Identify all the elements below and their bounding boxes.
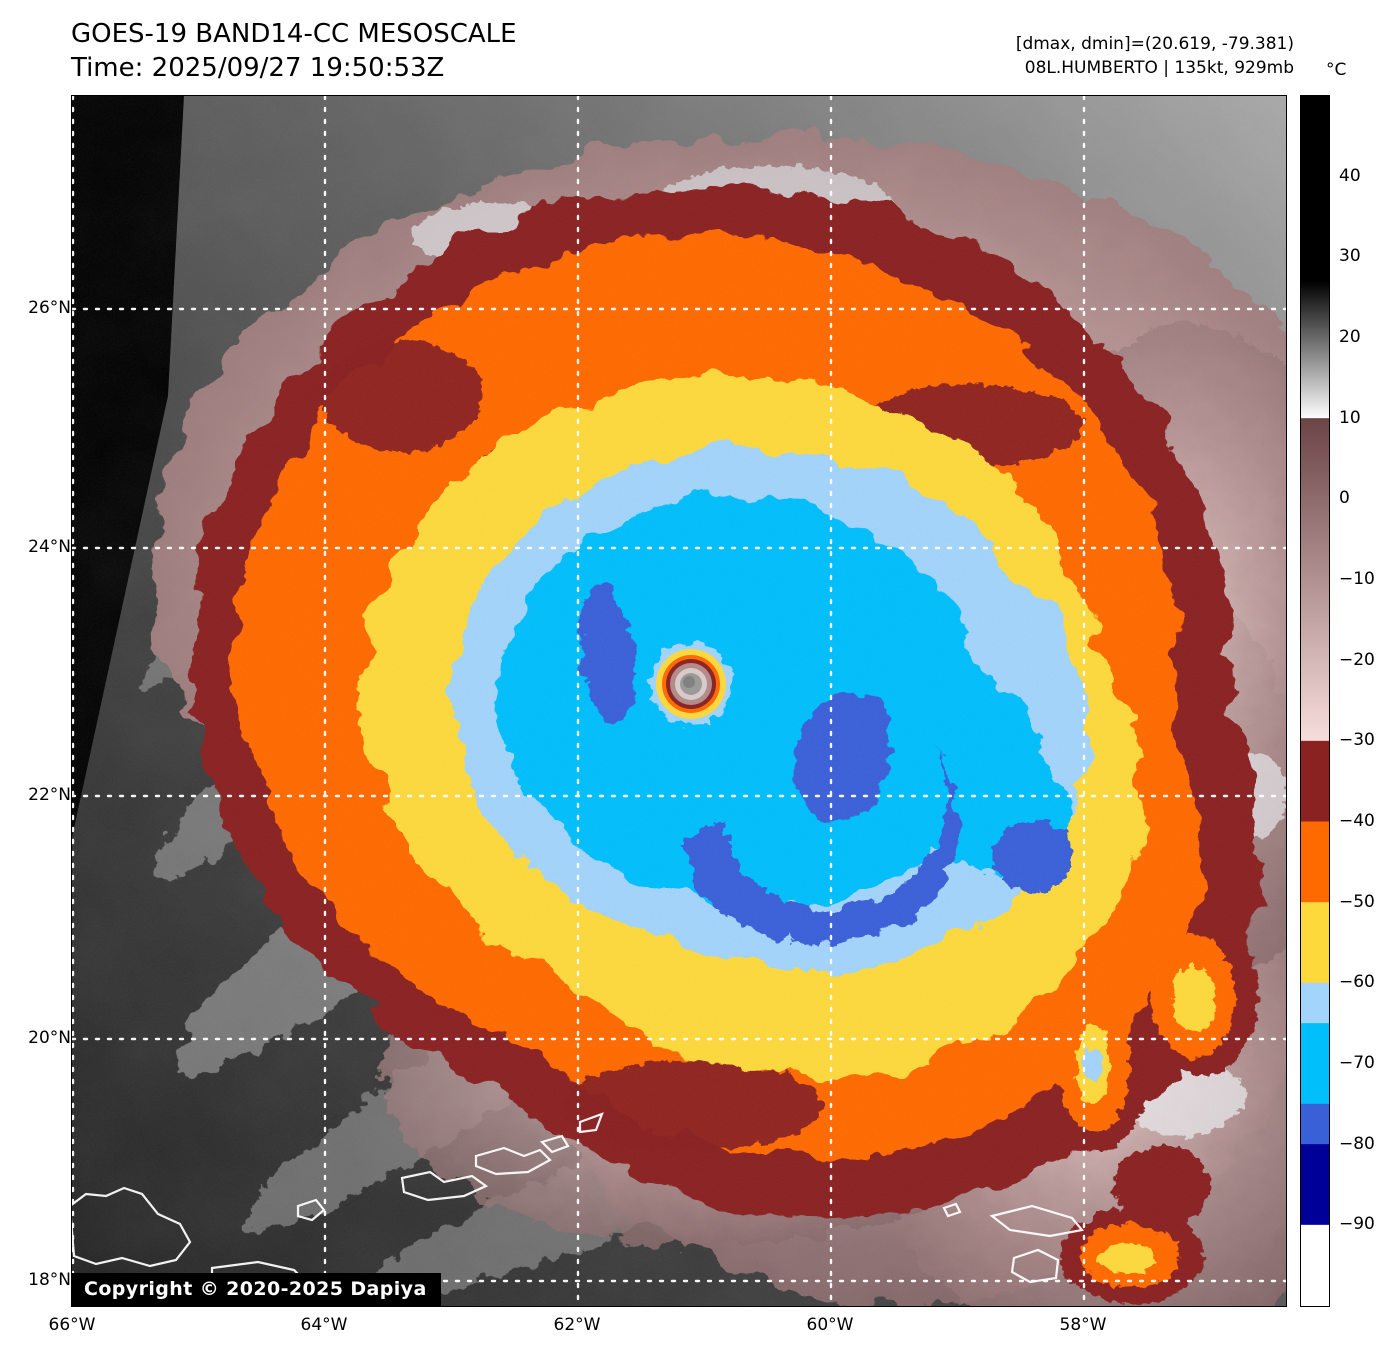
colorbar-tick-neg70: −70 (1339, 1053, 1375, 1073)
y-axis-tick-24n: 24°N (28, 537, 71, 557)
colorbar-tick-neg20: −20 (1339, 649, 1375, 670)
y-axis-tick-26n: 26°N (28, 298, 71, 318)
colorbar-tick-20: 20 (1339, 327, 1361, 347)
colorbar-tick-30: 30 (1339, 246, 1361, 267)
header-title-block: GOES-19 BAND14-CC MESOSCALE Time: 2025/0… (71, 18, 517, 86)
imagery-layers (72, 96, 1286, 1306)
page-title: GOES-19 BAND14-CC MESOSCALE (71, 19, 517, 49)
graticule (72, 96, 1286, 1306)
header-meta-block: [dmax, dmin]=(20.619, -79.381) 08L.HUMBE… (1016, 32, 1294, 80)
colorbar-tick-neg30: −30 (1339, 730, 1375, 751)
colorbar-tick-neg10: −10 (1339, 569, 1375, 589)
x-axis-tick-64w: 64°W (300, 1315, 348, 1335)
colorbar-tick-neg80: −80 (1339, 1133, 1375, 1154)
colorbar-tick-neg50: −50 (1339, 891, 1375, 912)
satellite-imagery-canvas (72, 96, 1286, 1306)
colorbar-gradient (1301, 96, 1329, 1306)
satellite-image-plot[interactable]: Copyright © 2020-2025 Dapiya (71, 95, 1287, 1307)
y-axis-tick-18n: 18°N (28, 1270, 71, 1290)
colorbar-unit-label: °C (1326, 60, 1347, 80)
x-axis-tick-60w: 60°W (806, 1315, 854, 1335)
copyright-label: Copyright © 2020-2025 Dapiya (72, 1273, 441, 1306)
sensor-noise-texture (72, 96, 1286, 1306)
colorbar-tick-10: 10 (1339, 407, 1361, 428)
y-axis-tick-22n: 22°N (28, 785, 71, 805)
colorbar-tick-neg40: −40 (1339, 811, 1375, 831)
colorbar[interactable] (1300, 95, 1330, 1307)
colorbar-tick-40: 40 (1339, 165, 1361, 186)
colorbar-tick-neg60: −60 (1339, 972, 1375, 993)
timestamp-label: Time: 2025/09/27 19:50:53Z (71, 52, 445, 83)
storm-info-label: 08L.HUMBERTO | 135kt, 929mb (1024, 58, 1294, 79)
x-axis-tick-62w: 62°W (553, 1315, 601, 1335)
colorbar-tick-neg90: −90 (1339, 1214, 1375, 1235)
data-minmax-label: [dmax, dmin]=(20.619, -79.381) (1015, 34, 1294, 54)
x-axis-tick-58w: 58°W (1059, 1315, 1107, 1335)
x-axis-tick-66w: 66°W (48, 1315, 96, 1335)
y-axis-tick-20n: 20°N (28, 1028, 71, 1048)
colorbar-tick-0: 0 (1339, 488, 1350, 509)
